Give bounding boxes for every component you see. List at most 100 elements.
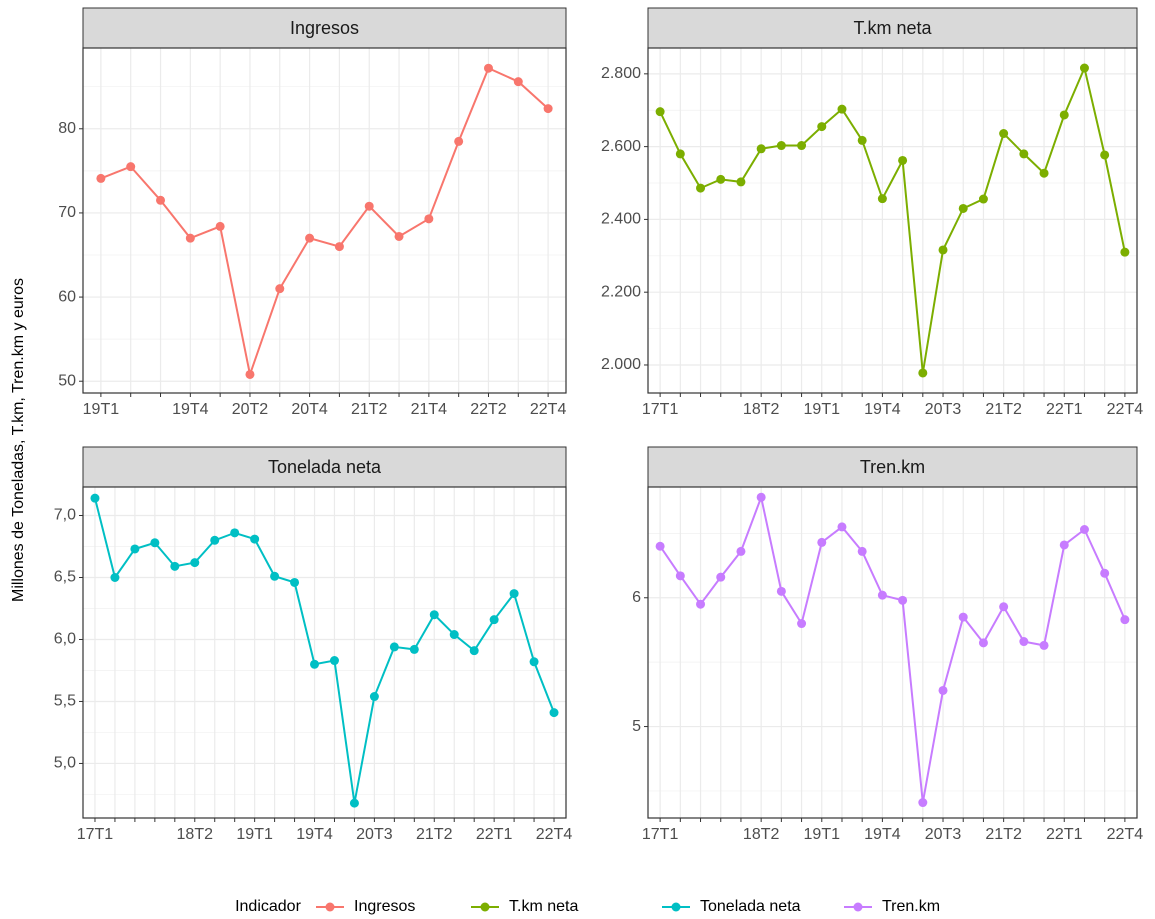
data-point	[210, 535, 220, 545]
data-point	[1120, 247, 1130, 257]
x-tick-label: 19T4	[864, 826, 901, 843]
legend-label: Ingresos	[354, 898, 415, 915]
x-tick-label: 18T2	[743, 401, 780, 418]
data-point	[898, 155, 908, 165]
y-tick-label: 80	[58, 120, 76, 137]
series-line	[659, 493, 1126, 803]
data-point	[958, 203, 968, 213]
data-point	[369, 692, 379, 702]
data-point	[549, 708, 559, 718]
data-point	[999, 129, 1009, 139]
data-point	[529, 657, 539, 667]
x-tick-label: 21T2	[985, 401, 1022, 418]
data-point	[185, 233, 195, 243]
data-point	[513, 77, 523, 87]
x-tick-label: 19T1	[236, 826, 273, 843]
x-tick-label: 22T1	[1046, 401, 1083, 418]
data-point	[817, 537, 827, 547]
data-point	[305, 233, 315, 243]
data-point	[270, 571, 280, 581]
strip	[82, 7, 567, 49]
data-point	[978, 194, 988, 204]
y-tick-label: 6	[632, 589, 641, 606]
data-point	[938, 245, 948, 255]
data-point	[857, 135, 867, 145]
data-point	[96, 173, 106, 183]
data-point	[489, 615, 499, 625]
legend-key-point	[480, 902, 490, 912]
y-tick-label: 5	[632, 718, 641, 735]
x-tick-label: 21T2	[351, 401, 388, 418]
legend-key-point	[671, 902, 681, 912]
data-point	[110, 572, 120, 582]
data-point	[655, 107, 665, 117]
data-point	[877, 194, 887, 204]
strip	[82, 446, 567, 488]
x-tick-label: 19T1	[83, 401, 120, 418]
data-point	[756, 492, 766, 502]
panel-background	[83, 487, 566, 818]
legend-label: Tonelada neta	[700, 898, 801, 915]
x-tick-label: 17T1	[642, 401, 679, 418]
x-tick-label: 20T2	[232, 401, 269, 418]
panel-border	[82, 486, 567, 819]
data-point	[776, 586, 786, 596]
data-point	[1100, 150, 1110, 160]
panel-border	[647, 486, 1138, 819]
data-point	[1059, 110, 1069, 120]
data-point	[190, 558, 200, 568]
x-tick-label: 20T3	[925, 826, 962, 843]
data-point	[454, 136, 464, 146]
x-tick-label: 19T1	[804, 826, 841, 843]
data-point	[797, 619, 807, 629]
data-point	[1059, 540, 1069, 550]
y-tick-label: 2.000	[601, 356, 641, 373]
data-point	[449, 630, 459, 640]
data-point	[334, 242, 344, 252]
x-tick-label: 22T4	[536, 826, 573, 843]
data-point	[130, 544, 140, 554]
y-tick-label: 5,0	[54, 755, 76, 772]
data-point	[958, 612, 968, 622]
data-point	[1019, 637, 1029, 647]
data-point	[245, 369, 255, 379]
data-point	[310, 659, 320, 669]
data-point	[394, 231, 404, 241]
data-point	[156, 195, 166, 205]
x-tick-label: 22T1	[1046, 826, 1083, 843]
data-point	[126, 162, 136, 172]
x-tick-label: 19T4	[864, 401, 901, 418]
strip-title: T.km neta	[853, 18, 932, 38]
data-point	[999, 602, 1009, 612]
strip-title: Tren.km	[860, 457, 925, 477]
data-point	[389, 642, 399, 652]
x-tick-label: 17T1	[642, 826, 679, 843]
data-point	[1120, 615, 1130, 625]
legend-key-point	[853, 902, 863, 912]
data-point	[290, 577, 300, 587]
y-tick-label: 2.600	[601, 138, 641, 155]
y-tick-label: 60	[58, 288, 76, 305]
y-tick-label: 2.800	[601, 65, 641, 82]
data-point	[675, 149, 685, 159]
strip-title: Tonelada neta	[268, 457, 382, 477]
y-axis-label: Millones de Toneladas, T.km, Tren.km y e…	[10, 278, 27, 602]
y-tick-label: 6,0	[54, 631, 76, 648]
series-line	[100, 66, 549, 379]
data-point	[429, 610, 439, 620]
data-point	[349, 798, 359, 808]
x-tick-label: 18T2	[743, 826, 780, 843]
data-point	[469, 646, 479, 656]
y-tick-label: 7,0	[54, 507, 76, 524]
data-point	[978, 638, 988, 648]
y-tick-label: 2.400	[601, 211, 641, 228]
data-point	[817, 122, 827, 132]
data-point	[250, 534, 260, 544]
data-point	[776, 141, 786, 151]
panel-border	[647, 47, 1138, 394]
x-tick-label: 21T4	[411, 401, 448, 418]
panel-background	[648, 487, 1137, 818]
x-tick-label: 22T4	[1107, 826, 1144, 843]
data-point	[736, 546, 746, 556]
